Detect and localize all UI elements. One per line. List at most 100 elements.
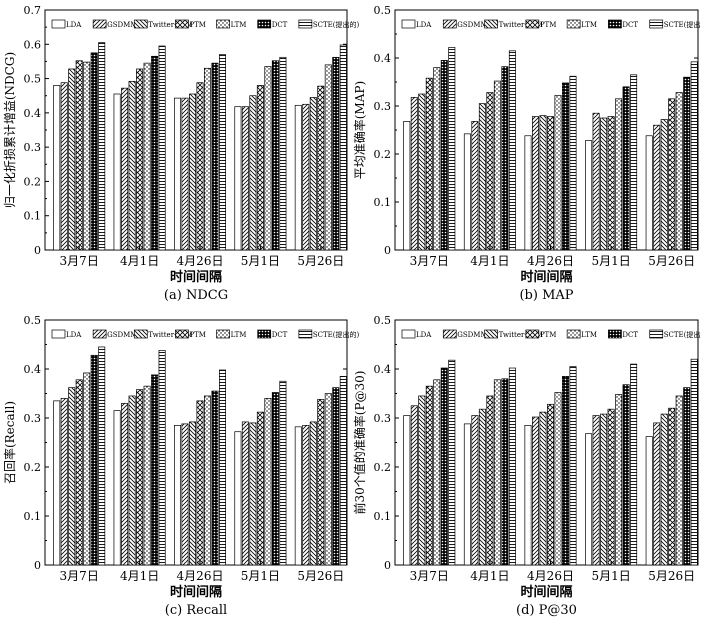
bar-gsdmm-3 bbox=[181, 423, 189, 566]
legend-swatch bbox=[216, 329, 230, 339]
legend-label: GSDMM bbox=[457, 331, 487, 339]
bar-gsdmm-1 bbox=[410, 97, 418, 251]
legend-label: GSDMM bbox=[107, 21, 137, 29]
bar-ltm-3 bbox=[204, 67, 212, 251]
legend-swatch bbox=[649, 329, 664, 339]
chart-caption: (d) P@30 bbox=[516, 603, 577, 618]
bar-lda-3 bbox=[524, 425, 532, 566]
legend-swatch bbox=[257, 329, 272, 339]
bar-ltm-2 bbox=[143, 385, 151, 566]
y-tick-label: 0.1 bbox=[374, 510, 392, 523]
legend-swatch bbox=[484, 329, 498, 339]
bar-lda-2 bbox=[113, 410, 121, 566]
legend-swatch bbox=[566, 329, 581, 339]
x-tick-label: 4月1日 bbox=[470, 254, 509, 268]
bar-lda-1 bbox=[403, 121, 411, 251]
legend-swatch bbox=[133, 19, 148, 29]
legend-swatch bbox=[133, 329, 148, 339]
legend-label: DCT bbox=[622, 331, 638, 339]
y-tick-label: 0.2 bbox=[24, 461, 42, 474]
y-tick-label: 0 bbox=[384, 244, 391, 257]
legend-swatch bbox=[298, 329, 313, 339]
legend-label: GSDMM bbox=[107, 331, 137, 339]
bar-dct-2 bbox=[151, 374, 159, 566]
bar-twitter-ttm-4 bbox=[600, 117, 608, 251]
bar-scte--5 bbox=[339, 44, 347, 251]
y-tick-label: 0.6 bbox=[24, 38, 42, 51]
legend-swatch bbox=[608, 329, 622, 339]
bar-lda-1 bbox=[403, 415, 411, 566]
legend-label: PTM bbox=[189, 21, 206, 29]
bar-twitter-ttm-5 bbox=[309, 97, 317, 251]
x-axis-label: 时间间隔 bbox=[170, 269, 222, 285]
x-tick-label: 5月26日 bbox=[297, 569, 344, 583]
bar-dct-3 bbox=[211, 390, 219, 566]
bar-dct-4 bbox=[622, 384, 630, 566]
legend-swatch bbox=[92, 19, 107, 29]
bar-scte--2 bbox=[508, 50, 516, 251]
legend-swatch bbox=[401, 329, 416, 339]
legend-swatch bbox=[608, 19, 622, 29]
bar-gsdmm-5 bbox=[302, 425, 310, 566]
bar-twitter-ttm-1 bbox=[68, 68, 76, 251]
bar-scte--3 bbox=[219, 54, 227, 251]
bar-twitter-ttm-2 bbox=[478, 408, 486, 566]
bar-gsdmm-3 bbox=[531, 416, 539, 566]
bar-ltm-4 bbox=[615, 98, 623, 251]
bar-gsdmm-4 bbox=[241, 106, 249, 251]
bar-gsdmm-2 bbox=[121, 87, 129, 251]
bar-lda-3 bbox=[174, 425, 182, 566]
bar-gsdmm-4 bbox=[592, 112, 600, 251]
bar-scte--3 bbox=[219, 369, 227, 566]
bar-ltm-5 bbox=[324, 64, 332, 251]
legend-label: LDA bbox=[416, 21, 432, 29]
bar-ptm-3 bbox=[546, 403, 554, 566]
bar-lda-5 bbox=[294, 104, 302, 251]
bar-twitter-ttm-3 bbox=[539, 115, 547, 251]
bar-gsdmm-5 bbox=[653, 124, 661, 251]
bar-scte--2 bbox=[158, 350, 166, 566]
legend-swatch bbox=[257, 19, 272, 29]
chart-panel-4: 0 0.1 0.2 0.3 0.4 0.5 3月7日 4月1日 4月26日 5月1日 5月26日时间… bbox=[352, 314, 701, 618]
bar-scte--1 bbox=[448, 359, 456, 566]
bar-ptm-1 bbox=[75, 379, 83, 566]
x-tick-label: 3月7日 bbox=[410, 569, 449, 583]
bar-gsdmm-2 bbox=[471, 415, 479, 566]
bar-dct-4 bbox=[622, 86, 630, 251]
x-tick-label: 4月1日 bbox=[470, 569, 509, 583]
legend-swatch bbox=[175, 19, 189, 29]
bar-ltm-2 bbox=[493, 379, 501, 566]
bar-scte--2 bbox=[508, 367, 516, 566]
y-tick-label: 0 bbox=[34, 244, 41, 257]
legend-swatch bbox=[442, 19, 457, 29]
bar-twitter-ttm-3 bbox=[189, 421, 197, 566]
bar-ptm-5 bbox=[668, 407, 676, 566]
bar-twitter-ttm-4 bbox=[249, 422, 257, 566]
bar-dct-2 bbox=[501, 66, 509, 251]
bar-scte--2 bbox=[158, 45, 166, 251]
legend-label: DCT bbox=[622, 21, 638, 29]
chart-panel-1: 0 0.1 0.2 0.3 0.4 0.5 0.6 0.7 3月7日 4月1日 4月26日 5月1日 5… bbox=[2, 4, 360, 303]
bar-scte--4 bbox=[630, 74, 638, 251]
chart-panel-3: 0 0.1 0.2 0.3 0.4 0.5 3月7日 4月1日 4月26日 5月1日 5月26日时间… bbox=[2, 314, 360, 618]
x-axis-label: 时间间隔 bbox=[520, 269, 572, 285]
bar-lda-2 bbox=[113, 93, 121, 251]
x-tick-label: 5月1日 bbox=[241, 254, 280, 268]
bar-lda-1 bbox=[53, 85, 61, 251]
bar-twitter-ttm-1 bbox=[418, 93, 426, 251]
y-tick-label: 0.5 bbox=[374, 314, 392, 327]
y-tick-label: 0.1 bbox=[24, 510, 42, 523]
x-tick-label: 4月26日 bbox=[177, 254, 224, 268]
x-tick-label: 5月26日 bbox=[648, 569, 695, 583]
bar-ptm-2 bbox=[486, 92, 494, 251]
legend-swatch bbox=[442, 329, 457, 339]
legend-swatch bbox=[484, 19, 498, 29]
legend-swatch bbox=[298, 19, 313, 29]
y-tick-label: 0.3 bbox=[374, 412, 392, 425]
bar-ltm-2 bbox=[143, 62, 151, 251]
chart-caption: (c) Recall bbox=[165, 603, 227, 618]
bar-twitter-ttm-5 bbox=[660, 413, 668, 566]
bar-twitter-ttm-5 bbox=[660, 119, 668, 251]
bar-gsdmm-3 bbox=[181, 97, 189, 251]
